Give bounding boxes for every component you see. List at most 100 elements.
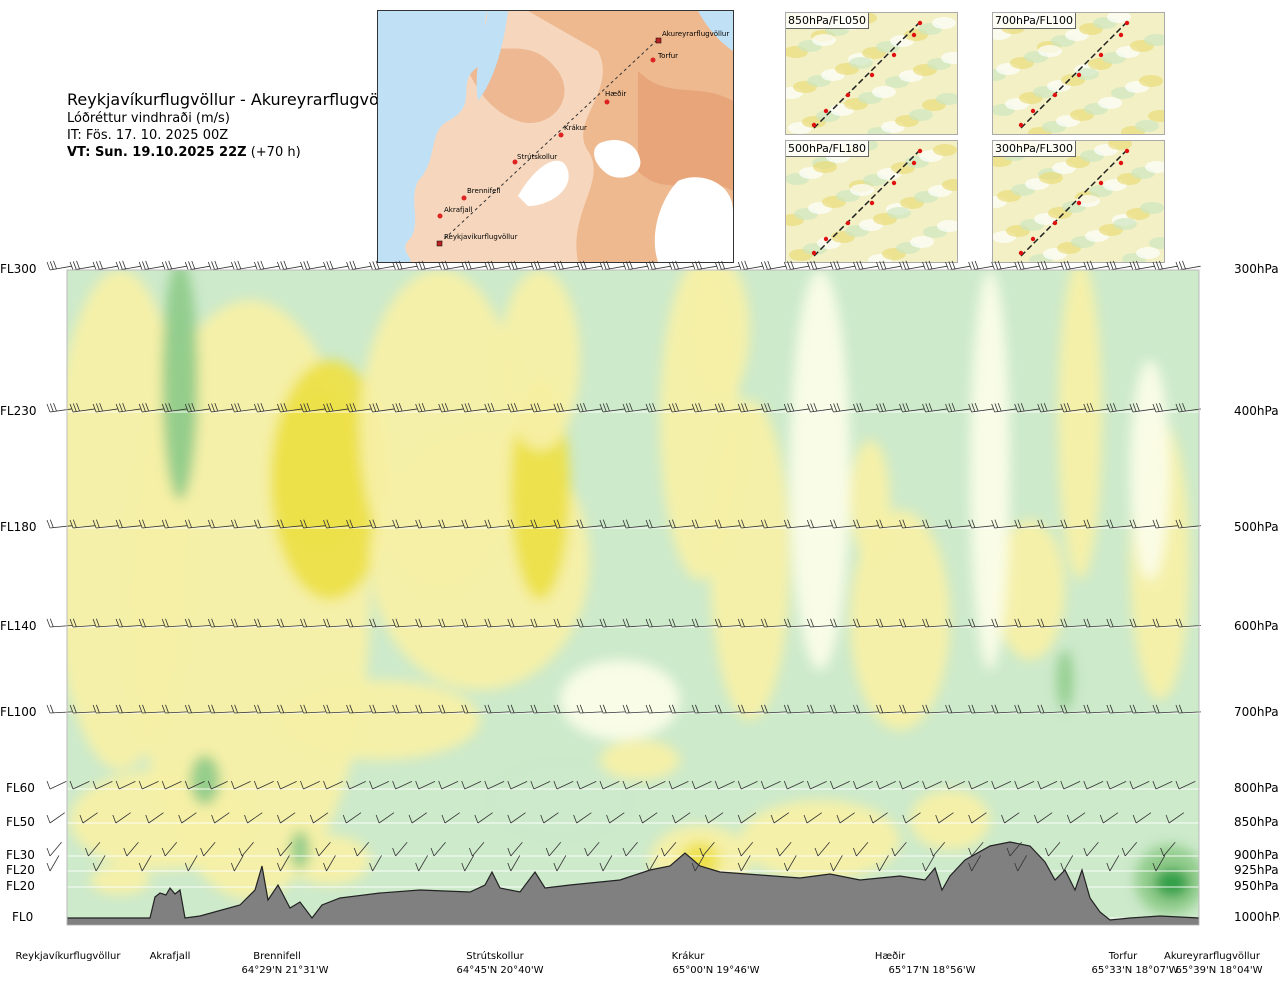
wind-barb: [323, 519, 349, 529]
wind-barb: [244, 812, 263, 824]
wind-barb: [899, 618, 925, 628]
wind-barb: [1014, 260, 1040, 271]
hpa-axis-label: 500hPa: [1234, 520, 1279, 534]
wind-barb: [300, 618, 326, 628]
wind-barb: [369, 618, 395, 628]
wind-barb: [230, 780, 251, 790]
wind-barb: [714, 618, 741, 628]
mini-map-850: 850hPa/FL050: [785, 12, 958, 135]
wind-barb: [415, 519, 441, 529]
wind-barb: [622, 618, 648, 628]
route-point-coord: 64°29'N 21°31'W: [241, 965, 329, 976]
wind-barb: [737, 841, 754, 857]
wind-barb: [323, 855, 336, 872]
wind-barb: [829, 260, 856, 271]
wind-barb: [145, 812, 164, 824]
wind-barb: [161, 704, 188, 714]
wind-barb: [115, 618, 142, 628]
wind-barb: [507, 260, 533, 271]
wind-barb: [876, 780, 896, 790]
wind-barb: [1037, 704, 1063, 714]
wind-barb: [277, 780, 297, 790]
wind-barb: [645, 519, 671, 529]
wind-barb: [346, 618, 372, 628]
wind-barb: [46, 402, 72, 413]
map-waypoint-label: Krákur: [564, 124, 587, 132]
wind-barb: [253, 618, 280, 628]
wind-barb: [277, 402, 303, 413]
wind-barb: [922, 260, 948, 271]
wind-barb: [661, 841, 677, 857]
route-point-name: Brennifell: [253, 951, 301, 962]
wind-barb: [853, 704, 879, 714]
wind-barb: [438, 519, 464, 529]
wind-barb: [737, 260, 763, 271]
wind-barb: [576, 402, 602, 413]
wind-barb: [1106, 260, 1132, 271]
wind-barb: [1160, 841, 1176, 857]
wind-barb: [184, 780, 205, 790]
wind-barb: [323, 704, 349, 714]
wind-barb: [829, 618, 856, 628]
wind-barb: [1037, 618, 1063, 628]
wind-barb: [253, 704, 280, 714]
map-waypoint-label: Hæðir: [605, 90, 626, 98]
wind-barb: [353, 841, 370, 857]
fl-axis-label: FL180: [0, 520, 37, 534]
wind-barb: [829, 855, 843, 872]
wind-barb: [415, 780, 436, 790]
wind-barb: [507, 519, 533, 529]
wind-barb: [783, 780, 804, 790]
wind-barb: [315, 841, 331, 857]
wind-barb: [991, 704, 1017, 714]
wind-barb: [392, 618, 418, 628]
wind-barb: [346, 780, 367, 790]
wind-barb: [1014, 402, 1040, 413]
wind-barb: [876, 704, 902, 714]
wind-barb: [1175, 519, 1201, 529]
wind-barb: [79, 812, 98, 824]
mini-map-label: 500hPa/FL180: [786, 141, 870, 157]
wind-barb: [392, 519, 418, 529]
wind-barb: [945, 519, 971, 529]
wind-barb: [1106, 704, 1132, 714]
wind-barb: [184, 402, 211, 413]
wind-barb: [891, 841, 907, 857]
wind-barb: [935, 812, 954, 824]
wind-barb: [668, 260, 694, 271]
wind-barb: [599, 402, 625, 413]
fl-axis-label: FL230: [0, 404, 37, 418]
wind-barb: [1175, 780, 1196, 790]
wind-barb: [415, 855, 428, 872]
wind-barb: [1014, 519, 1040, 529]
wind-barb: [1060, 704, 1086, 714]
wind-barb: [1175, 618, 1201, 628]
wind-barb: [1129, 618, 1155, 628]
route-point-name: Torfur: [1108, 951, 1138, 962]
wind-barb: [714, 519, 741, 529]
wind-barb: [207, 618, 234, 628]
wind-barb: [760, 519, 787, 529]
route-point-coord: 64°45'N 20°40'W: [456, 965, 544, 976]
wind-barb: [1152, 780, 1173, 790]
wind-barb: [553, 519, 579, 529]
wind-barb: [1129, 704, 1155, 714]
route-point-name: Hæðir: [874, 951, 906, 962]
wind-barb: [584, 841, 600, 857]
wind-barb: [277, 260, 303, 271]
wind-barb: [392, 841, 408, 857]
wind-barb: [161, 618, 188, 628]
wind-barb: [853, 402, 879, 413]
wind-barb: [737, 704, 764, 714]
wind-barb: [691, 780, 712, 790]
wind-barb: [1006, 841, 1022, 857]
wind-barb: [922, 519, 948, 529]
route-point-coord: 65°39'N 18°04'W: [1175, 965, 1263, 976]
wind-barb: [69, 704, 96, 714]
wind-barb: [138, 618, 165, 628]
wind-barb: [161, 402, 188, 413]
wind-barb: [737, 519, 764, 529]
wind-barb: [207, 519, 234, 529]
map-waypoint-label: Strútskollur: [517, 153, 557, 161]
hpa-axis-label: 700hPa: [1234, 705, 1279, 719]
